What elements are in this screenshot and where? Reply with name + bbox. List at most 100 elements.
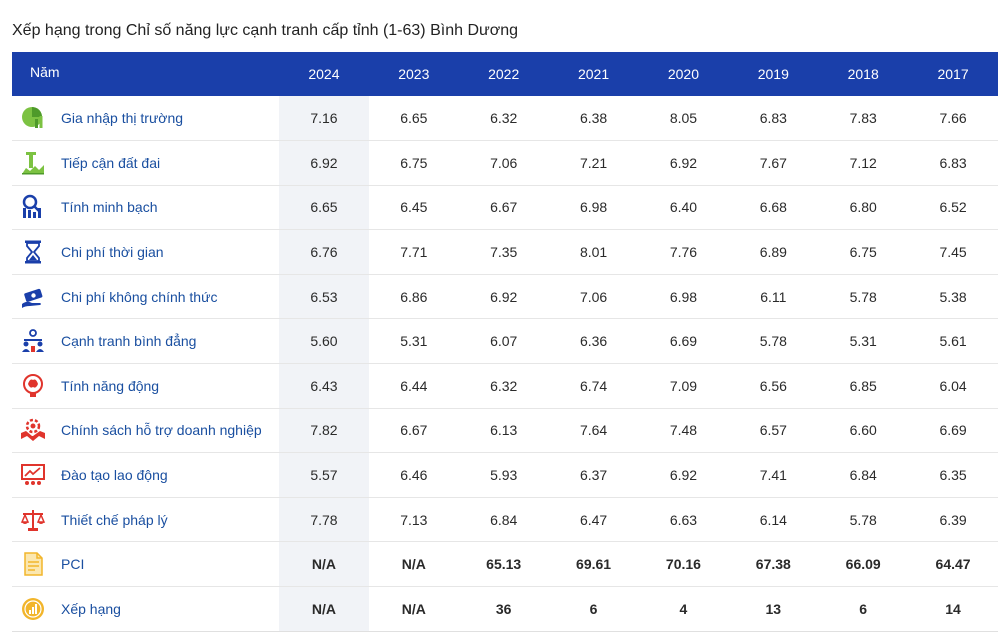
document-icon: [20, 551, 46, 577]
value-cell-2024: 5.60: [279, 318, 369, 365]
value-cell-2019: 7.41: [728, 452, 819, 498]
row-criterion: Tính minh bạch: [12, 185, 279, 231]
value-cell-2022: 6.32: [458, 363, 549, 409]
value-cell-2020: 6.63: [638, 497, 729, 543]
value-cell-2022: 36: [458, 586, 549, 632]
value-cell-2021: 6: [548, 586, 639, 632]
table-row: PCI N/A N/A 65.13 69.61 70.16 67.38 66.09 64.47: [12, 541, 998, 588]
value-cell-2018: 66.09: [818, 541, 909, 588]
criterion-label[interactable]: Đào tạo lao động: [61, 467, 168, 484]
value-cell-2018: 6.60: [818, 408, 909, 454]
value-cell-2017: 14: [908, 586, 998, 632]
value-cell-2020: 6.40: [638, 185, 729, 231]
table-row: Cạnh tranh bình đẳng 5.60 5.31 6.07 6.36 6.69…: [12, 318, 998, 365]
row-criterion: Đào tạo lao động: [12, 452, 279, 498]
value-cell-2022: 65.13: [458, 541, 549, 588]
value-cell-2018: 6.84: [818, 452, 909, 498]
row-criterion: Chi phí thời gian: [12, 229, 279, 275]
value-cell-2023: 5.31: [368, 318, 459, 365]
table-row: Chi phí không chính thức 6.53 6.86 6.92 7.06…: [12, 274, 998, 320]
value-cell-2018: 6.85: [818, 363, 909, 409]
criterion-label[interactable]: Gia nhập thị trường: [61, 110, 184, 127]
dynamism-icon: [20, 373, 46, 399]
value-cell-2024: N/A: [279, 586, 369, 632]
value-cell-2021: 6.47: [548, 497, 639, 543]
criterion-label[interactable]: PCI: [61, 556, 85, 573]
value-cell-2022: 6.07: [458, 318, 549, 365]
value-cell-2023: 6.46: [368, 452, 459, 498]
value-cell-2022: 5.93: [458, 452, 549, 498]
value-cell-2020: 6.92: [638, 452, 729, 498]
value-cell-2021: 7.64: [548, 408, 639, 454]
table-row: Tiếp cận đất đai 6.92 6.75 7.06 7.21 6.92 7.67…: [12, 140, 998, 186]
header-year: 2023: [368, 52, 459, 96]
value-cell-2017: 7.66: [908, 96, 998, 142]
criterion-label[interactable]: Tính năng động: [61, 377, 160, 394]
header-year: 2018: [818, 52, 909, 96]
header-year-label: Năm: [12, 52, 279, 96]
table-row: Tính năng động 6.43 6.44 6.32 6.74 7.09 6.56 6.…: [12, 363, 998, 409]
value-cell-2020: 7.76: [638, 229, 729, 275]
value-cell-2023: 6.44: [368, 363, 459, 409]
value-cell-2022: 7.06: [458, 140, 549, 186]
value-cell-2024: 6.53: [279, 274, 369, 320]
value-cell-2017: 6.69: [908, 408, 998, 454]
value-cell-2019: 6.11: [728, 274, 819, 320]
table-bottom-divider: [12, 631, 998, 632]
value-cell-2021: 6.38: [548, 96, 639, 142]
value-cell-2024: 5.57: [279, 452, 369, 498]
value-cell-2019: 6.14: [728, 497, 819, 543]
criterion-label[interactable]: Tiếp cận đất đai: [61, 154, 161, 171]
labor-training-icon: [20, 462, 46, 488]
value-cell-2018: 5.31: [818, 318, 909, 365]
value-cell-2017: 6.39: [908, 497, 998, 543]
value-cell-2022: 6.13: [458, 408, 549, 454]
value-cell-2018: 7.83: [818, 96, 909, 142]
row-criterion: Thiết chế pháp lý: [12, 497, 279, 543]
table-row: Gia nhập thị trường 7.16 6.65 6.32 6.38 8.05 6…: [12, 96, 998, 142]
table-header-row: Năm 2024 2023 2022 2021 2020 2019 2018 2…: [12, 52, 998, 96]
row-criterion: Tính năng động: [12, 363, 279, 409]
value-cell-2019: 6.83: [728, 96, 819, 142]
value-cell-2021: 6.37: [548, 452, 639, 498]
value-cell-2017: 6.04: [908, 363, 998, 409]
value-cell-2017: 64.47: [908, 541, 998, 588]
value-cell-2024: 6.65: [279, 185, 369, 231]
criterion-label[interactable]: Thiết chế pháp lý: [61, 511, 168, 528]
criterion-label[interactable]: Xếp hạng: [61, 600, 121, 617]
row-criterion: Chính sách hỗ trợ doanh nghiệp: [12, 408, 279, 454]
row-criterion: Chi phí không chính thức: [12, 274, 279, 320]
criterion-label[interactable]: Cạnh tranh bình đẳng: [61, 333, 197, 350]
value-cell-2021: 69.61: [548, 541, 639, 588]
value-cell-2019: 7.67: [728, 140, 819, 186]
value-cell-2017: 6.35: [908, 452, 998, 498]
criterion-label[interactable]: Chi phí không chính thức: [61, 288, 218, 305]
header-year: 2020: [638, 52, 729, 96]
value-cell-2021: 6.74: [548, 363, 639, 409]
value-cell-2018: 5.78: [818, 274, 909, 320]
table-row: Đào tạo lao động 5.57 6.46 5.93 6.37 6.92 7.41…: [12, 452, 998, 498]
value-cell-2023: 6.65: [368, 96, 459, 142]
value-cell-2022: 6.67: [458, 185, 549, 231]
value-cell-2017: 5.38: [908, 274, 998, 320]
value-cell-2019: 6.56: [728, 363, 819, 409]
value-cell-2019: 13: [728, 586, 819, 632]
value-cell-2023: N/A: [368, 541, 459, 588]
criterion-label[interactable]: Chính sách hỗ trợ doanh nghiệp: [61, 422, 262, 439]
value-cell-2022: 6.92: [458, 274, 549, 320]
value-cell-2024: 6.43: [279, 363, 369, 409]
criterion-label[interactable]: Tính minh bạch: [61, 199, 158, 216]
market-entry-icon: [20, 105, 46, 131]
criterion-label[interactable]: Chi phí thời gian: [61, 244, 164, 261]
value-cell-2018: 6: [818, 586, 909, 632]
value-cell-2019: 6.89: [728, 229, 819, 275]
value-cell-2023: 6.86: [368, 274, 459, 320]
value-cell-2024: 7.78: [279, 497, 369, 543]
value-cell-2019: 67.38: [728, 541, 819, 588]
value-cell-2017: 6.83: [908, 140, 998, 186]
value-cell-2022: 6.32: [458, 96, 549, 142]
value-cell-2018: 7.12: [818, 140, 909, 186]
row-criterion: Tiếp cận đất đai: [12, 140, 279, 186]
value-cell-2020: 6.92: [638, 140, 729, 186]
value-cell-2023: 6.45: [368, 185, 459, 231]
